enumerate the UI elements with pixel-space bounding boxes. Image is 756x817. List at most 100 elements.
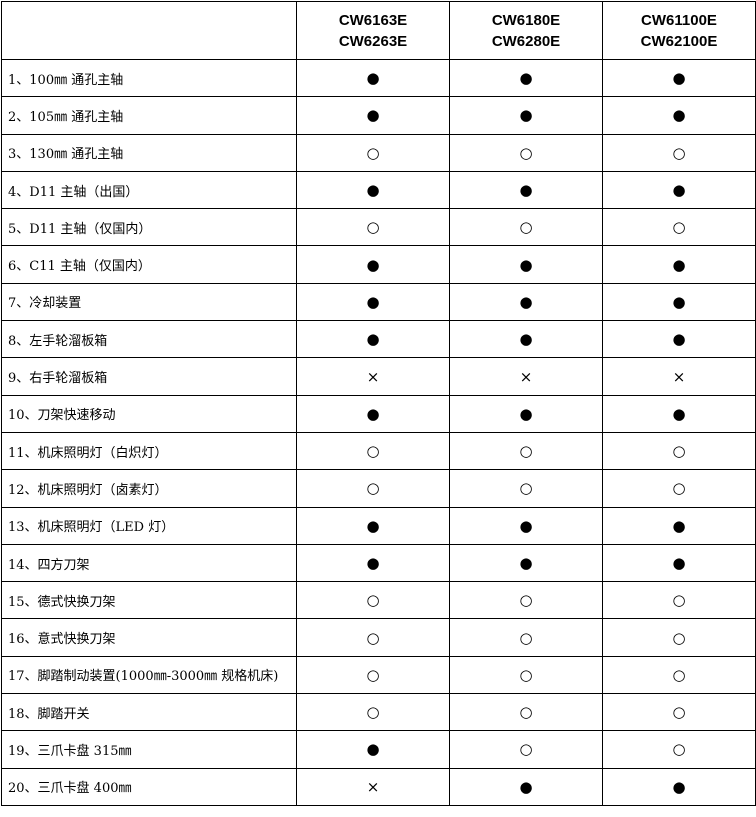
- option-label: 5、D11 主轴（仅国内）: [1, 208, 297, 247]
- optional-mark: ○: [449, 730, 603, 769]
- option-label: 17、脚踏制动装置(1000㎜-3000㎜ 规格机床): [1, 655, 297, 695]
- optional-mark: ○: [296, 618, 450, 657]
- header-row: CW6163E CW6263E CW6180E CW6280E CW61100E CW62…: [1, 1, 756, 60]
- table-row: 8、左手轮溜板箱 ● ● ●: [1, 320, 756, 359]
- standard-mark: ●: [296, 506, 450, 545]
- standard-mark: ●: [449, 320, 603, 359]
- standard-mark: ●: [449, 282, 603, 322]
- standard-mark: ●: [449, 506, 603, 545]
- table-row: 10、刀架快速移动 ● ● ●: [1, 394, 756, 433]
- standard-mark: ●: [449, 245, 603, 284]
- optional-mark: ○: [602, 581, 756, 620]
- standard-mark: ●: [602, 506, 756, 545]
- optional-mark: ○: [449, 693, 603, 732]
- model-name: CW6263E: [338, 32, 408, 50]
- optional-mark: ○: [449, 655, 603, 695]
- standard-mark: ●: [602, 96, 756, 135]
- table-row: 5、D11 主轴（仅国内） ○ ○ ○: [1, 208, 756, 247]
- optional-mark: ○: [602, 655, 756, 695]
- option-label: 9、右手轮溜板箱: [1, 357, 297, 396]
- table-row: 3、130㎜ 通孔主轴 ○ ○ ○: [1, 133, 756, 172]
- option-label: 1、100㎜ 通孔主轴: [1, 58, 297, 98]
- optional-mark: ○: [602, 431, 756, 471]
- standard-mark: ●: [602, 394, 756, 433]
- standard-mark: ●: [602, 282, 756, 322]
- optional-mark: ○: [602, 469, 756, 508]
- option-label: 13、机床照明灯（LED 灯）: [1, 506, 297, 545]
- option-label: 6、C11 主轴（仅国内）: [1, 245, 297, 284]
- table-row: 20、三爪卡盘 400㎜ × ● ●: [1, 767, 756, 806]
- table-row: 12、机床照明灯（卤素灯） ○ ○ ○: [1, 469, 756, 508]
- optional-mark: ○: [296, 133, 450, 172]
- optional-mark: ○: [296, 469, 450, 508]
- standard-mark: ●: [449, 543, 603, 583]
- header-empty-cell: [1, 1, 297, 60]
- standard-mark: ●: [602, 245, 756, 284]
- standard-mark: ●: [602, 58, 756, 98]
- standard-mark: ●: [296, 96, 450, 135]
- standard-mark: ●: [296, 543, 450, 583]
- optional-mark: ○: [296, 693, 450, 732]
- option-label: 18、脚踏开关: [1, 693, 297, 732]
- model-name: CW6180E: [491, 11, 561, 29]
- optional-mark: ○: [449, 133, 603, 172]
- optional-mark: ○: [296, 581, 450, 620]
- option-label: 8、左手轮溜板箱: [1, 320, 297, 359]
- standard-mark: ●: [296, 58, 450, 98]
- option-label: 3、130㎜ 通孔主轴: [1, 133, 297, 172]
- model-column-header: CW6180E CW6280E: [449, 1, 603, 60]
- table-row: 14、四方刀架 ● ● ●: [1, 543, 756, 583]
- table-row: 15、德式快换刀架 ○ ○ ○: [1, 581, 756, 620]
- model-name: CW6280E: [491, 32, 561, 50]
- standard-mark: ●: [296, 730, 450, 769]
- optional-mark: ○: [602, 133, 756, 172]
- unavailable-mark: ×: [296, 357, 450, 396]
- optional-mark: ○: [296, 431, 450, 471]
- standard-mark: ●: [449, 170, 603, 210]
- standard-mark: ●: [602, 320, 756, 359]
- table-row: 2、105㎜ 通孔主轴 ● ● ●: [1, 96, 756, 135]
- option-label: 4、D11 主轴（出国）: [1, 170, 297, 210]
- optional-mark: ○: [602, 208, 756, 247]
- standard-mark: ●: [296, 320, 450, 359]
- unavailable-mark: ×: [449, 357, 603, 396]
- table-row: 19、三爪卡盘 315㎜ ● ○ ○: [1, 730, 756, 769]
- table-row: 17、脚踏制动装置(1000㎜-3000㎜ 规格机床) ○ ○ ○: [1, 655, 756, 695]
- table-row: 1、100㎜ 通孔主轴 ● ● ●: [1, 58, 756, 98]
- table-row: 11、机床照明灯（白炽灯） ○ ○ ○: [1, 431, 756, 471]
- table-row: 13、机床照明灯（LED 灯） ● ● ●: [1, 506, 756, 545]
- standard-mark: ●: [602, 170, 756, 210]
- model-column-header: CW6163E CW6263E: [296, 1, 450, 60]
- model-column-header: CW61100E CW62100E: [602, 1, 756, 60]
- option-label: 2、105㎜ 通孔主轴: [1, 96, 297, 135]
- standard-mark: ●: [296, 170, 450, 210]
- option-label: 14、四方刀架: [1, 543, 297, 583]
- table-row: 4、D11 主轴（出国） ● ● ●: [1, 170, 756, 210]
- standard-mark: ●: [449, 96, 603, 135]
- optional-mark: ○: [296, 655, 450, 695]
- optional-mark: ○: [602, 693, 756, 732]
- unavailable-mark: ×: [602, 357, 756, 396]
- model-name: CW61100E: [641, 11, 717, 29]
- option-label: 20、三爪卡盘 400㎜: [1, 767, 297, 806]
- standard-mark: ●: [449, 58, 603, 98]
- table-row: 16、意式快换刀架 ○ ○ ○: [1, 618, 756, 657]
- unavailable-mark: ×: [296, 767, 450, 806]
- table-row: 6、C11 主轴（仅国内） ● ● ●: [1, 245, 756, 284]
- table-row: 18、脚踏开关 ○ ○ ○: [1, 693, 756, 732]
- optional-mark: ○: [296, 208, 450, 247]
- option-label: 7、冷却装置: [1, 282, 297, 322]
- optional-mark: ○: [449, 618, 603, 657]
- table-row: 9、右手轮溜板箱 × × ×: [1, 357, 756, 396]
- option-label: 19、三爪卡盘 315㎜: [1, 730, 297, 769]
- optional-mark: ○: [602, 730, 756, 769]
- model-name: CW62100E: [640, 32, 718, 50]
- optional-mark: ○: [449, 431, 603, 471]
- standard-mark: ●: [602, 767, 756, 806]
- optional-mark: ○: [602, 618, 756, 657]
- standard-mark: ●: [449, 394, 603, 433]
- standard-mark: ●: [449, 767, 603, 806]
- option-label: 15、德式快换刀架: [1, 581, 297, 620]
- option-label: 12、机床照明灯（卤素灯）: [1, 469, 297, 508]
